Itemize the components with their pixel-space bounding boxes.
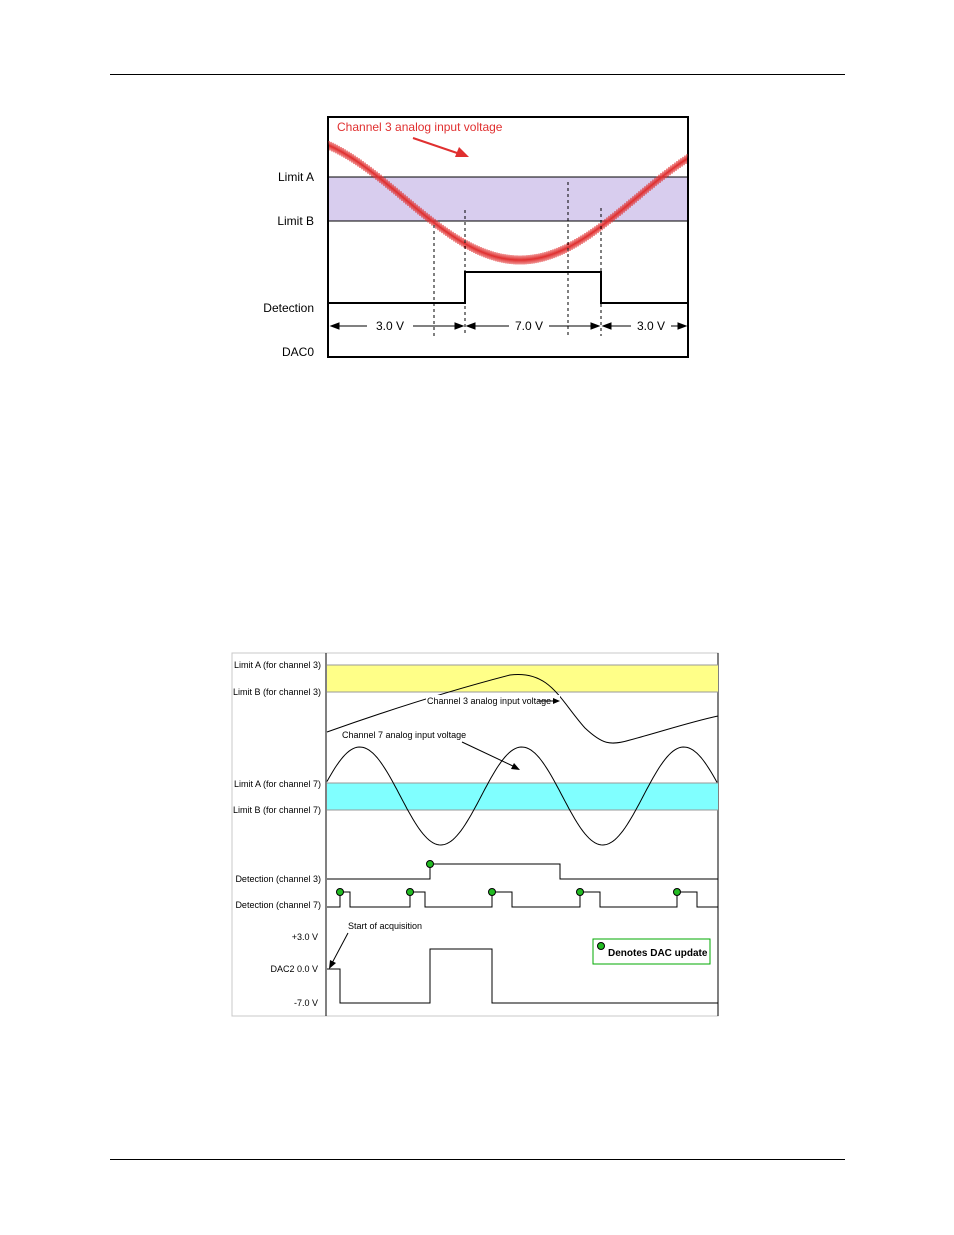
signal-pointer — [412, 137, 461, 155]
dac-update-markers — [336, 860, 681, 896]
row-label-detection-ch7: Detection (channel 7) — [235, 900, 321, 910]
row-label-detection-ch3: Detection (channel 3) — [235, 874, 321, 884]
channel-7-label: Channel 7 analog input voltage — [342, 730, 466, 740]
legend-marker — [597, 942, 605, 950]
row-label-detection: Detection — [263, 301, 314, 315]
segment-label: 3.0 V — [376, 319, 404, 333]
detection-channel-7-signal — [327, 891, 718, 908]
row-label-dac-high: +3.0 V — [292, 932, 318, 942]
footer-rule — [110, 1159, 845, 1160]
signal-label: Channel 3 analog input voltage — [337, 120, 503, 134]
row-label-limit-a-ch7: Limit A (for channel 7) — [234, 779, 321, 789]
legend-box — [592, 938, 711, 965]
channel-3-label: Channel 3 analog input voltage — [427, 696, 551, 706]
segment-label: 7.0 V — [515, 319, 543, 333]
row-label-limit-a: Limit A — [278, 170, 314, 184]
row-label-dac-mid: DAC2 0.0 V — [270, 964, 318, 974]
start-of-acquisition-label: Start of acquisition — [348, 921, 422, 931]
limit-band-channel-3 — [327, 665, 718, 692]
row-label-limit-b-ch7: Limit B (for channel 7) — [233, 805, 321, 815]
row-label-limit-a-ch3: Limit A (for channel 3) — [234, 660, 321, 670]
figure-multi-channel-dac2: Channel 3 analog input voltage Channel 7… — [231, 652, 719, 1017]
row-label-limit-b-ch3: Limit B (for channel 3) — [233, 687, 321, 697]
plot-frame — [327, 116, 689, 358]
channel-7-signal — [326, 746, 718, 846]
row-label-limit-b: Limit B — [277, 214, 314, 228]
channel-3-signal — [328, 140, 688, 265]
row-label-dac-low: -7.0 V — [294, 998, 318, 1008]
detection-signal — [329, 271, 687, 304]
figure-limit-detection-dac0: 3.0 V 7.0 V 3.0 V Limit A Limit B Detect… — [263, 116, 689, 359]
legend-label: Denotes DAC update — [608, 948, 708, 959]
header-rule — [110, 74, 845, 75]
segment-label: 3.0 V — [637, 319, 665, 333]
row-label-dac: DAC0 — [282, 345, 314, 359]
detection-channel-3-signal — [327, 863, 718, 880]
signal-pointer-head — [455, 147, 469, 157]
limit-band-channel-7 — [327, 783, 718, 810]
dac2-output-signal — [327, 948, 718, 1004]
